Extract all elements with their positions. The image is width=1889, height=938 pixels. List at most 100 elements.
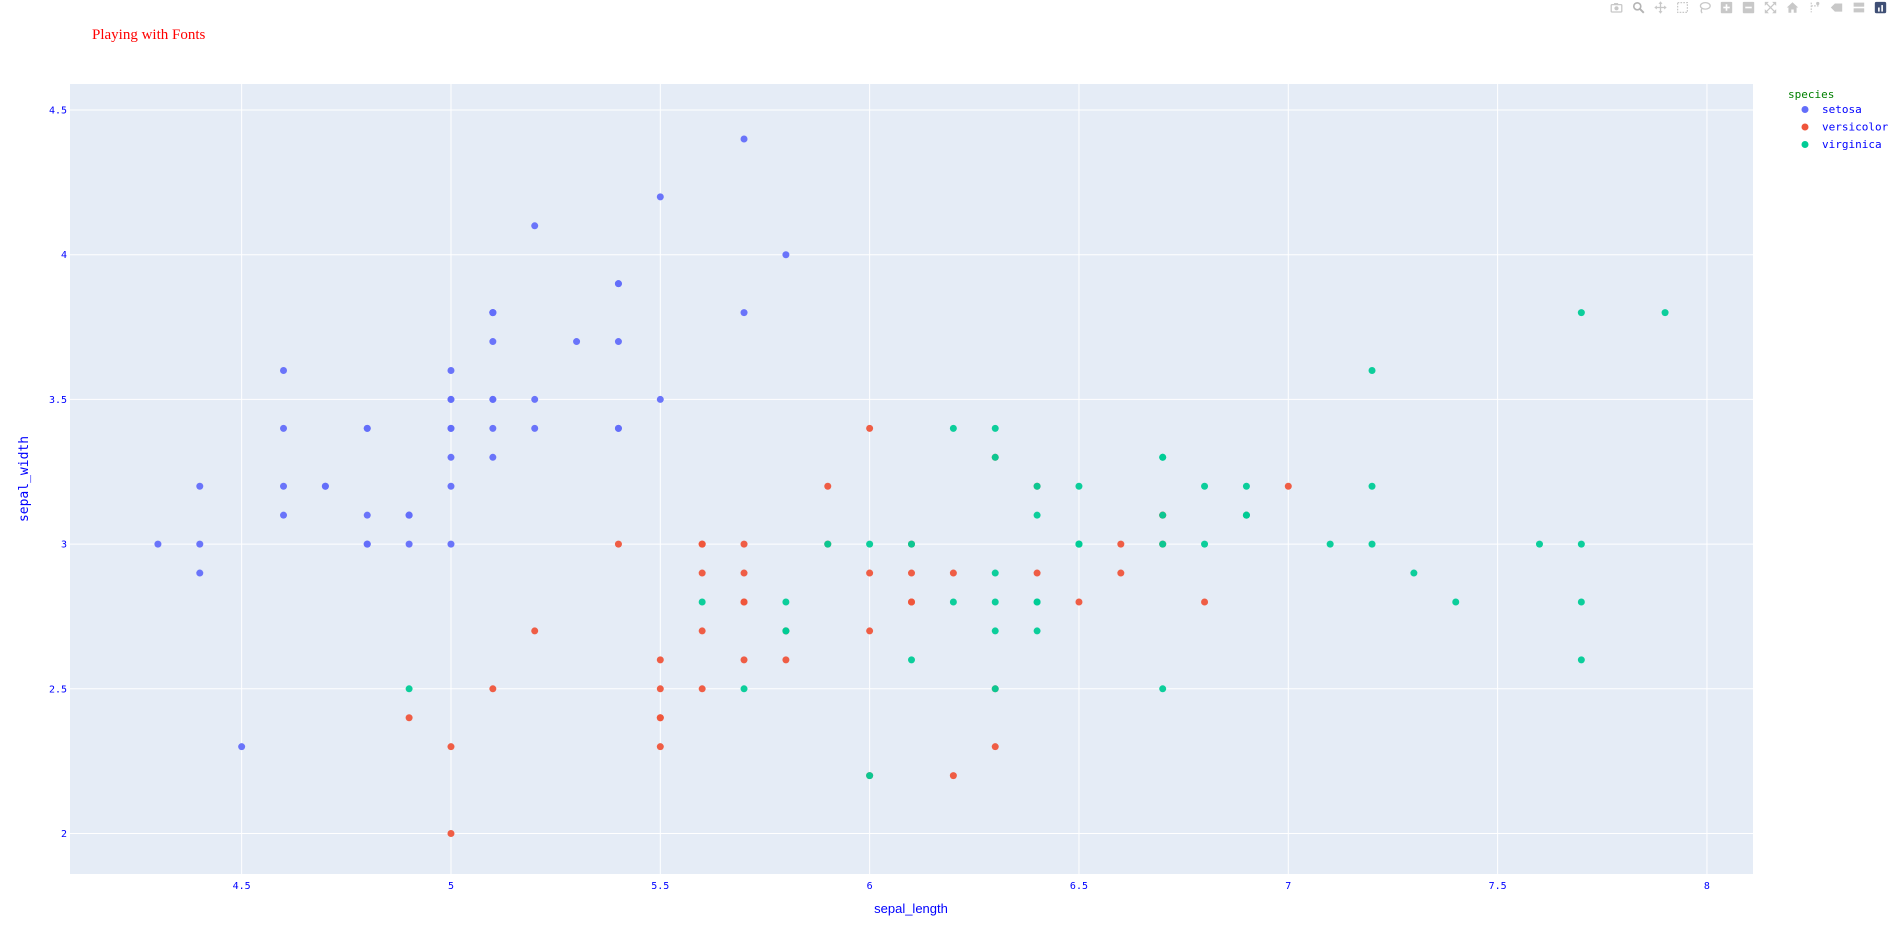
data-point[interactable] — [991, 569, 999, 577]
data-point[interactable] — [321, 482, 329, 490]
data-point[interactable] — [908, 598, 915, 606]
data-point[interactable] — [1535, 540, 1543, 548]
data-point[interactable] — [1159, 540, 1167, 548]
data-point[interactable] — [740, 598, 748, 606]
data-point[interactable] — [238, 743, 246, 751]
data-point[interactable] — [363, 540, 371, 548]
legend-item-setosa[interactable]: setosa — [1801, 103, 1862, 116]
data-point[interactable] — [1368, 366, 1376, 374]
hover-compare-icon[interactable] — [1852, 1, 1865, 14]
reset-axes-icon[interactable] — [1786, 1, 1799, 14]
data-point[interactable] — [949, 569, 957, 577]
data-point[interactable] — [447, 743, 455, 751]
data-point[interactable] — [1201, 598, 1209, 606]
data-point[interactable] — [656, 395, 664, 403]
data-point[interactable] — [1117, 569, 1125, 577]
data-point[interactable] — [1577, 309, 1585, 317]
data-point[interactable] — [1368, 540, 1376, 548]
data-point[interactable] — [949, 772, 957, 780]
data-point[interactable] — [908, 569, 915, 577]
data-point[interactable] — [1368, 482, 1376, 490]
data-point[interactable] — [698, 569, 706, 577]
data-point[interactable] — [1452, 598, 1460, 606]
modebar[interactable] — [1610, 0, 1889, 14]
data-point[interactable] — [991, 627, 999, 635]
data-point[interactable] — [866, 424, 874, 432]
data-point[interactable] — [782, 627, 790, 635]
data-point[interactable] — [782, 598, 790, 606]
data-point[interactable] — [447, 540, 455, 548]
data-point[interactable] — [489, 309, 497, 317]
data-point[interactable] — [489, 685, 497, 693]
hover-closest-icon[interactable] — [1830, 1, 1843, 14]
data-point[interactable] — [866, 540, 874, 548]
data-point[interactable] — [656, 714, 664, 722]
data-point[interactable] — [1159, 685, 1167, 693]
data-point[interactable] — [405, 685, 413, 693]
data-point[interactable] — [866, 569, 874, 577]
data-point[interactable] — [573, 338, 581, 346]
data-point[interactable] — [405, 540, 413, 548]
data-point[interactable] — [531, 222, 539, 230]
box-select-icon[interactable] — [1676, 1, 1689, 14]
data-point[interactable] — [154, 540, 162, 548]
zoom-in-icon[interactable] — [1720, 1, 1733, 14]
data-points[interactable] — [154, 135, 1669, 837]
legend-item-virginica[interactable]: virginica — [1801, 138, 1882, 151]
plotly-logo-icon[interactable] — [1874, 1, 1887, 14]
data-point[interactable] — [1159, 453, 1167, 461]
data-point[interactable] — [656, 685, 664, 693]
data-point[interactable] — [949, 598, 957, 606]
autoscale-icon[interactable] — [1764, 1, 1777, 14]
data-point[interactable] — [489, 424, 497, 432]
zoom-out-icon[interactable] — [1742, 1, 1755, 14]
data-point[interactable] — [447, 829, 455, 837]
data-point[interactable] — [280, 482, 288, 490]
data-point[interactable] — [866, 627, 874, 635]
data-point[interactable] — [824, 540, 832, 548]
data-point[interactable] — [698, 598, 706, 606]
data-point[interactable] — [1033, 482, 1041, 490]
data-point[interactable] — [991, 453, 999, 461]
data-point[interactable] — [1033, 569, 1041, 577]
data-point[interactable] — [991, 685, 999, 693]
camera-icon[interactable] — [1610, 1, 1623, 14]
data-point[interactable] — [1117, 540, 1125, 548]
data-point[interactable] — [782, 251, 790, 259]
data-point[interactable] — [1159, 511, 1167, 519]
data-point[interactable] — [489, 453, 497, 461]
data-point[interactable] — [405, 714, 413, 722]
legend-item-versicolor[interactable]: versicolor — [1801, 121, 1889, 134]
data-point[interactable] — [949, 424, 957, 432]
data-point[interactable] — [908, 540, 915, 548]
data-point[interactable] — [447, 366, 455, 374]
data-point[interactable] — [280, 424, 288, 432]
data-point[interactable] — [1410, 569, 1418, 577]
data-point[interactable] — [740, 569, 748, 577]
series-virginica[interactable] — [405, 309, 1669, 780]
data-point[interactable] — [740, 309, 748, 317]
data-point[interactable] — [656, 743, 664, 751]
data-point[interactable] — [991, 743, 999, 751]
data-point[interactable] — [991, 598, 999, 606]
zoom-icon[interactable] — [1632, 1, 1645, 14]
data-point[interactable] — [447, 424, 455, 432]
data-point[interactable] — [489, 395, 497, 403]
data-point[interactable] — [698, 627, 706, 635]
data-point[interactable] — [1284, 482, 1292, 490]
data-point[interactable] — [614, 424, 622, 432]
data-point[interactable] — [196, 482, 204, 490]
data-point[interactable] — [531, 395, 539, 403]
data-point[interactable] — [447, 453, 455, 461]
data-point[interactable] — [614, 280, 622, 288]
data-point[interactable] — [740, 685, 748, 693]
data-point[interactable] — [698, 540, 706, 548]
data-point[interactable] — [656, 656, 664, 664]
data-point[interactable] — [698, 685, 706, 693]
data-point[interactable] — [531, 627, 539, 635]
data-point[interactable] — [824, 482, 832, 490]
data-point[interactable] — [405, 511, 413, 519]
data-point[interactable] — [1201, 540, 1209, 548]
pan-icon[interactable] — [1654, 0, 1667, 14]
